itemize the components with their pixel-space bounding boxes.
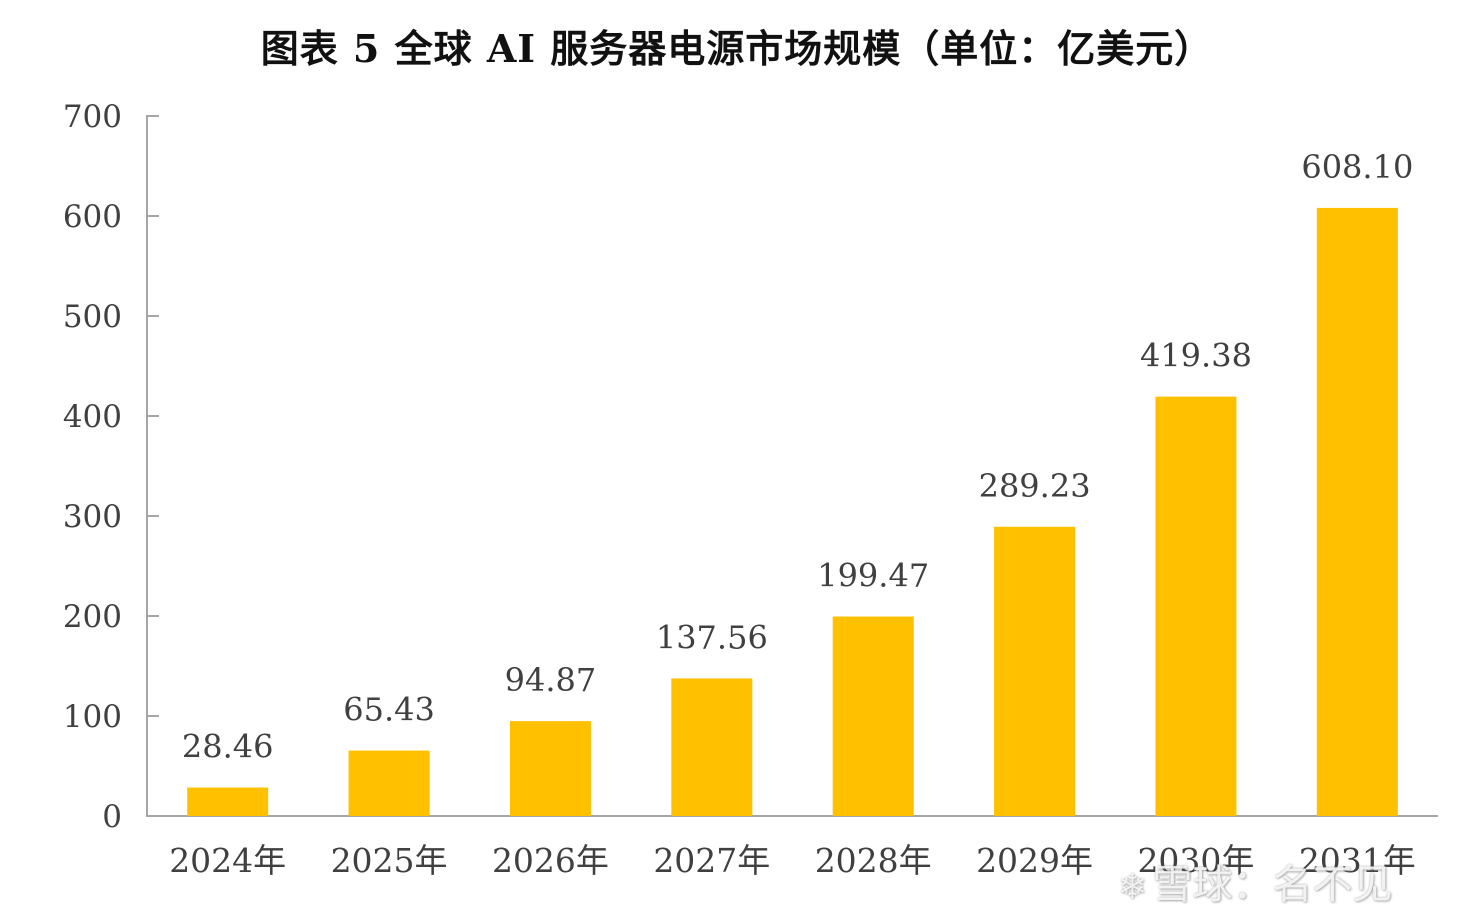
y-tick-label: 600	[63, 199, 122, 235]
bar	[348, 750, 430, 816]
x-tick-label: 2027年	[653, 841, 770, 880]
y-tick-label: 400	[63, 399, 122, 435]
x-tick-label: 2030年	[1137, 841, 1254, 880]
chart-labels: 28.46 2024年 65.43 2025年 94.87 2026年 137.56 2027…	[169, 148, 1416, 880]
bar	[994, 526, 1076, 816]
y-tick-label: 200	[63, 599, 122, 635]
x-tick-label: 2024年	[169, 841, 286, 880]
watermark-text: 雪球：名不见	[1152, 862, 1393, 908]
chart-bars	[187, 207, 1398, 816]
bar	[832, 616, 914, 816]
y-tick-label: 700	[63, 99, 122, 135]
bar	[187, 787, 269, 816]
data-label: 289.23	[979, 467, 1091, 505]
x-tick-label: 2025年	[331, 841, 448, 880]
bar	[1316, 207, 1398, 816]
bar	[1155, 396, 1237, 816]
x-tick-label: 2028年	[815, 841, 932, 880]
x-tick-label: 2029年	[976, 841, 1093, 880]
y-tick-label: 300	[63, 499, 122, 535]
snowball-logo-icon: ❄	[1118, 867, 1147, 907]
data-label: 199.47	[817, 557, 929, 595]
data-label: 94.87	[505, 661, 597, 699]
data-label: 65.43	[343, 691, 435, 729]
bar	[671, 678, 753, 816]
chart-axes: 0 100 200 300 400 500 600 700	[63, 99, 1438, 835]
y-tick-label: 0	[102, 799, 122, 835]
bar	[509, 721, 591, 816]
chart-title: 图表 5 全球 AI 服务器电源市场规模（单位：亿美元）	[260, 26, 1214, 71]
data-label: 608.10	[1301, 148, 1413, 186]
x-tick-label: 2026年	[492, 841, 609, 880]
y-tick-label: 100	[63, 699, 122, 735]
data-label: 419.38	[1140, 337, 1252, 375]
data-label: 137.56	[656, 618, 768, 656]
data-label: 28.46	[182, 728, 274, 766]
watermark: ❄ 雪球：名不见	[1118, 852, 1393, 910]
y-tick-label: 500	[63, 299, 122, 335]
x-tick-label: 2031年	[1299, 841, 1416, 880]
